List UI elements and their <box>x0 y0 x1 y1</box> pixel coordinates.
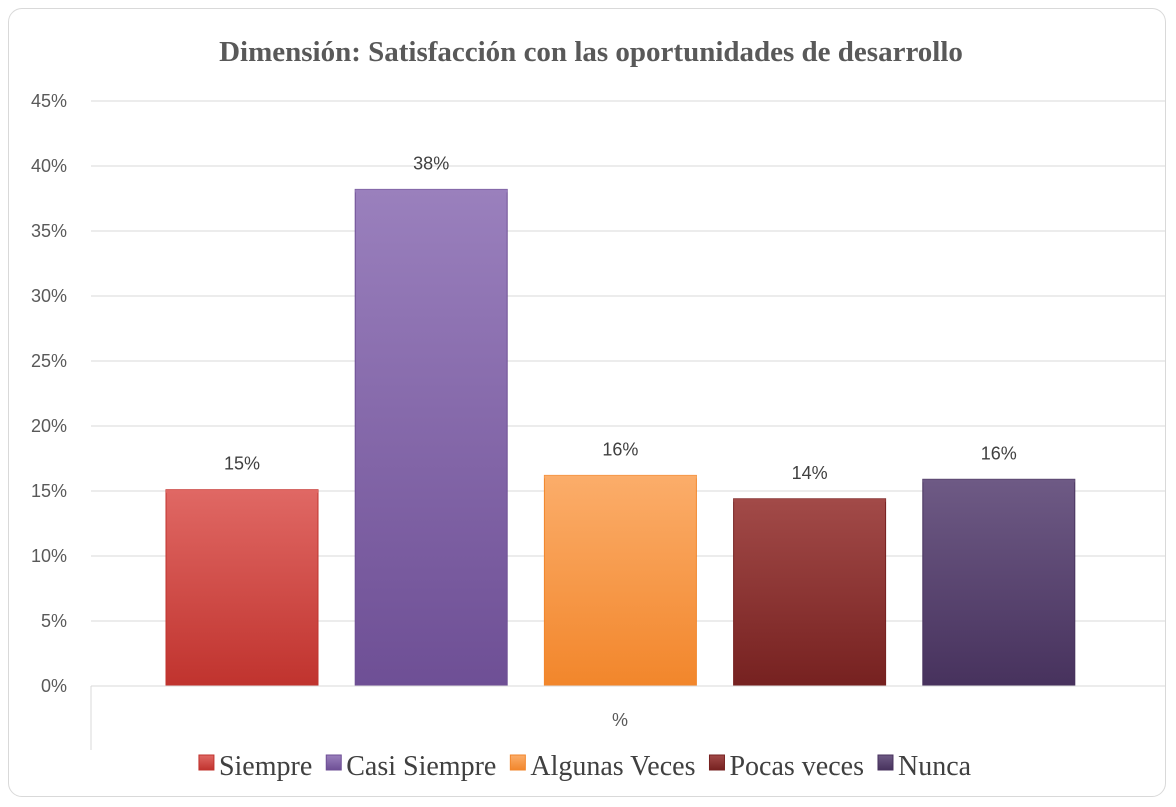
bar-top-highlight <box>355 189 508 193</box>
legend-label: Nunca <box>898 751 972 782</box>
legend-label: Pocas veces <box>729 751 864 782</box>
bar-nunca <box>922 478 1076 687</box>
y-tick-label: 5% <box>41 611 67 631</box>
y-tick-label: 10% <box>31 546 67 566</box>
bar-top-highlight <box>544 475 697 479</box>
legend-label: Algunas Veces <box>530 751 695 782</box>
legend-label: Casi Siempre <box>346 751 496 782</box>
category-label: % <box>612 710 628 730</box>
legend-label: Siempre <box>219 751 312 782</box>
bar-chart: Dimensión: Satisfacción con las oportuni… <box>31 36 1165 782</box>
bar-top-highlight <box>922 479 1075 483</box>
y-tick-label: 25% <box>31 351 67 371</box>
bar-siempre <box>165 489 319 687</box>
legend-swatch <box>198 754 215 771</box>
legend-swatch <box>325 754 342 771</box>
data-labels: 15% 38% 16% 14% 16% <box>224 153 1017 482</box>
y-tick-label: 35% <box>31 221 67 241</box>
legend-swatch <box>509 754 526 771</box>
y-tick-label: 30% <box>31 286 67 306</box>
category-axis: % <box>90 685 1165 750</box>
data-label: 16% <box>602 439 638 459</box>
bar-top-highlight <box>733 498 886 502</box>
bars <box>165 188 1076 687</box>
bar-top-highlight <box>166 489 318 493</box>
data-label: 38% <box>413 153 449 173</box>
y-axis-ticks: 0% 5% 10% 15% 20% 25% 30% 35% 40% 45% <box>31 91 67 696</box>
data-label: 15% <box>224 454 260 474</box>
bar-pocas-veces <box>733 498 887 687</box>
bar-algunas-veces <box>543 474 697 687</box>
chart-frame: Dimensión: Satisfacción con las oportuni… <box>8 8 1166 797</box>
legend-swatch <box>877 754 894 771</box>
y-tick-label: 0% <box>41 676 67 696</box>
y-tick-label: 20% <box>31 416 67 436</box>
y-tick-label: 45% <box>31 91 67 111</box>
y-tick-label: 15% <box>31 481 67 501</box>
chart-title: Dimensión: Satisfacción con las oportuni… <box>219 36 963 68</box>
legend: Siempre Casi Siempre Algunas Veces Pocas ve… <box>198 751 972 782</box>
legend-swatch <box>708 754 725 771</box>
data-label: 14% <box>792 463 828 483</box>
data-label: 16% <box>981 443 1017 463</box>
y-tick-label: 40% <box>31 156 67 176</box>
bar-casi-siempre <box>354 188 508 687</box>
